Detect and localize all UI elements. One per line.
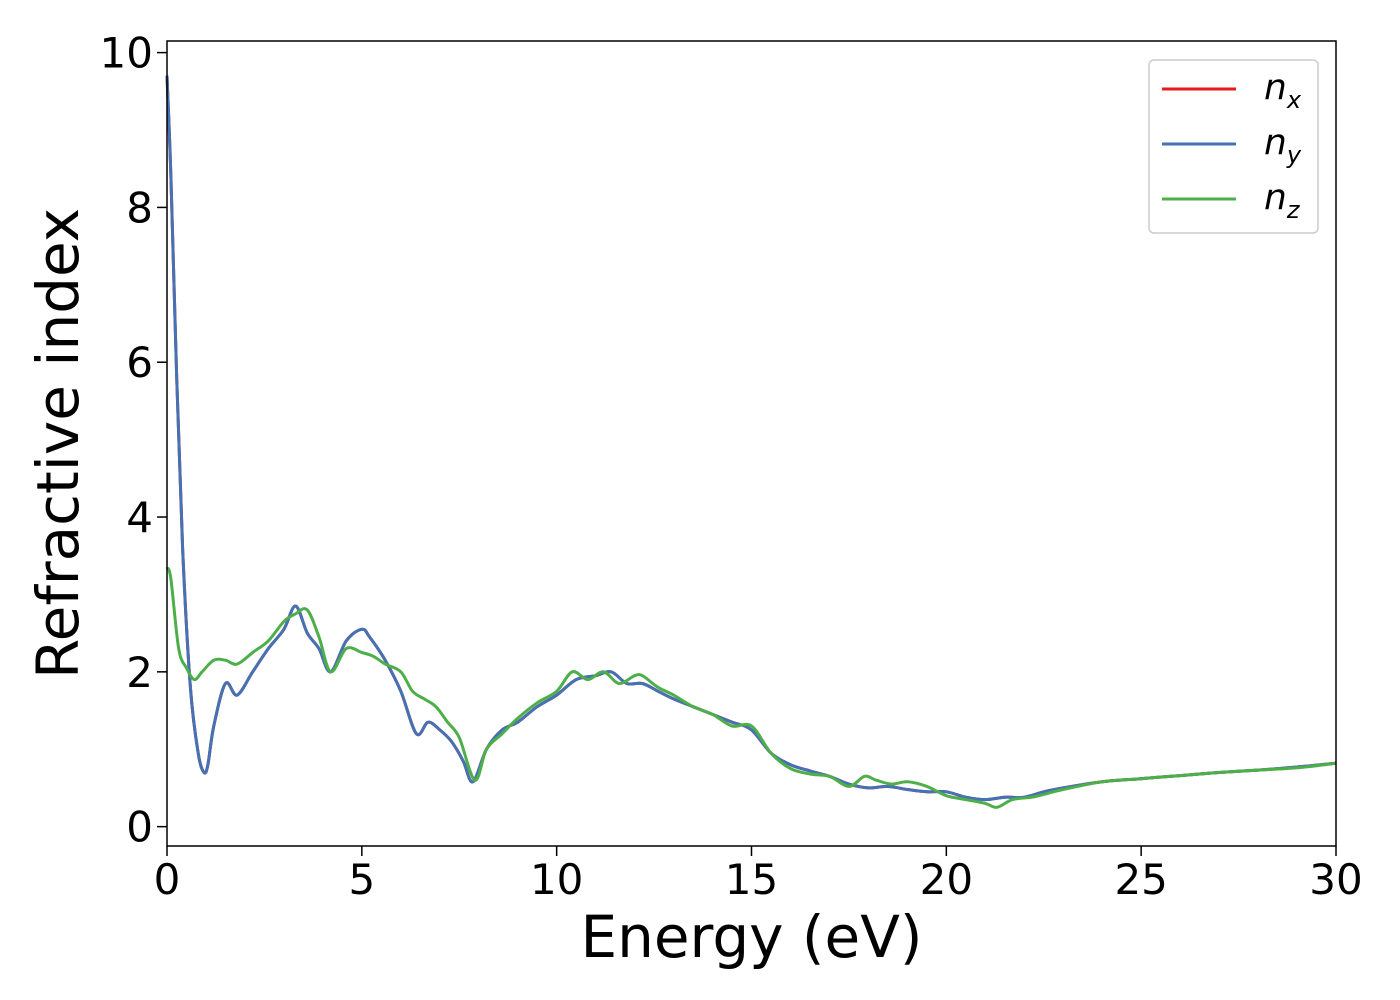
- y-tick-label: 10: [100, 29, 153, 78]
- x-tick-label: 15: [725, 855, 778, 904]
- x-axis-title: Energy (eV): [580, 903, 922, 971]
- y-tick-label: 8: [126, 183, 153, 232]
- x-tick-label: 20: [920, 855, 973, 904]
- x-axis-ticks: 0 5 10 15 20 25 30: [154, 846, 1363, 904]
- y-axis-title: Refractive index: [24, 208, 92, 679]
- legend-label-nx: nx: [1264, 67, 1302, 114]
- legend: nx ny nz: [1148, 59, 1319, 234]
- legend-box: [1148, 59, 1319, 234]
- y-tick-label: 6: [126, 338, 153, 387]
- legend-label-nz: nz: [1264, 177, 1301, 224]
- y-tick-label: 4: [126, 493, 153, 542]
- x-tick-label: 0: [154, 855, 181, 904]
- series-lines: [165, 75, 1337, 809]
- series-line-nz: [165, 566, 1337, 809]
- x-tick-label: 10: [530, 855, 583, 904]
- x-tick-label: 25: [1114, 855, 1167, 904]
- legend-label-ny: ny: [1264, 122, 1302, 169]
- y-tick-label: 0: [126, 803, 153, 852]
- y-axis-ticks: 0 2 4 6 8 10: [100, 29, 167, 852]
- series-line-ny: [165, 75, 1337, 802]
- x-tick-label: 5: [348, 855, 375, 904]
- y-tick-label: 2: [126, 648, 153, 697]
- x-tick-label: 30: [1309, 855, 1362, 904]
